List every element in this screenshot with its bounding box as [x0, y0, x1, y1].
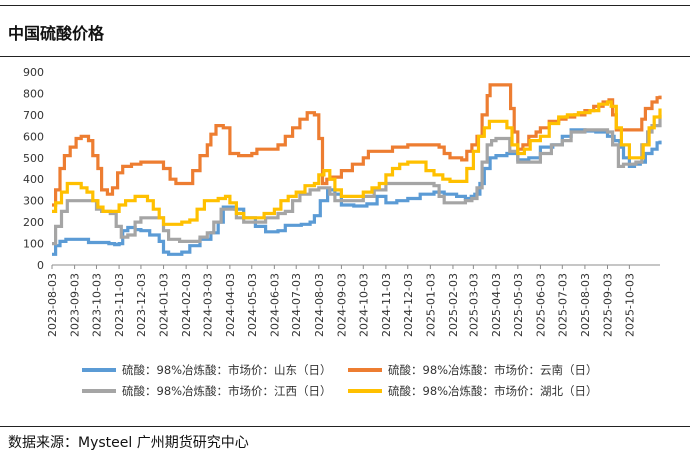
series-line-2: [52, 114, 662, 246]
y-tick-label: 100: [23, 238, 44, 251]
source-text: 数据来源：Mysteel 广州期货研究中心: [8, 435, 249, 451]
x-tick-label: 2025-05-03: [512, 273, 525, 337]
x-tick-label: 2025-07-03: [556, 273, 569, 337]
y-tick-label: 200: [23, 216, 44, 229]
x-tick-label: 2024-04-03: [224, 273, 237, 337]
y-tick-label: 500: [23, 152, 44, 165]
x-tick-label: 2024-07-03: [290, 273, 303, 337]
x-tick-label: 2024-06-03: [268, 273, 281, 337]
x-tick-label: 2024-09-03: [335, 273, 348, 337]
y-tick-label: 0: [37, 259, 44, 272]
x-tick-label: 2024-01-03: [158, 273, 171, 337]
top-divider: [0, 5, 690, 6]
x-tick-label: 2024-03-03: [201, 273, 214, 337]
y-tick-label: 700: [23, 109, 44, 122]
x-tick-label: 2023-08-03: [46, 273, 59, 337]
title-divider: [0, 56, 690, 57]
x-tick-label: 2025-10-03: [623, 273, 636, 337]
x-tick-label: 2025-01-03: [424, 273, 437, 337]
x-axis: 2023-08-03 2023-09-03 2023-10-03 2023-11-03…: [46, 264, 660, 337]
series-line-3: [52, 100, 662, 226]
x-tick-label: 2024-11-03: [380, 273, 393, 337]
x-tick-label: 2025-02-03: [447, 273, 460, 337]
x-tick-label: 2024-02-03: [180, 273, 193, 337]
series-line-1: [52, 83, 662, 207]
x-tick-label: 2024-12-03: [402, 273, 415, 337]
x-tick-label: 2025-08-03: [579, 273, 592, 337]
y-axis: 0 100 200 300 400 500 600 700 800 900: [23, 66, 44, 272]
y-tick-label: 400: [23, 173, 44, 186]
y-tick-label: 600: [23, 130, 44, 143]
x-tick-label: 2025-09-03: [602, 273, 615, 337]
y-tick-label: 900: [23, 66, 44, 79]
legend-label-0: 硫酸：98%冶炼酸：市场价：山东（日）: [122, 363, 332, 377]
x-tick-label: 2025-06-03: [534, 273, 547, 337]
x-tick-label: 2023-09-03: [69, 273, 82, 337]
x-tick-label: 2025-04-03: [490, 273, 503, 337]
legend-label-1: 硫酸：98%冶炼酸：市场价：云南（日）: [388, 363, 598, 377]
legend: 硫酸：98%冶炼酸：市场价：山东（日） 硫酸：98%冶炼酸：市场价：云南（日） 硫酸…: [82, 363, 598, 398]
series-line-0: [52, 128, 662, 256]
x-tick-label: 2023-10-03: [90, 273, 103, 337]
y-tick-label: 800: [23, 87, 44, 100]
chart-title: 中国硫酸价格: [8, 24, 105, 43]
x-tick-label: 2023-11-03: [113, 273, 126, 337]
x-tick-label: 2024-05-03: [246, 273, 259, 337]
x-tick-label: 2025-03-03: [467, 273, 480, 337]
x-tick-label: 2024-08-03: [313, 273, 326, 337]
legend-label-2: 硫酸：98%冶炼酸：市场价：江西（日）: [122, 384, 332, 398]
x-tick-label: 2024-10-03: [357, 273, 370, 337]
source-divider: [0, 426, 690, 427]
series-lines: [52, 83, 662, 256]
y-tick-label: 300: [23, 195, 44, 208]
x-tick-label: 2023-12-03: [135, 273, 148, 337]
legend-label-3: 硫酸：98%冶炼酸：市场价：湖北（日）: [388, 384, 598, 398]
